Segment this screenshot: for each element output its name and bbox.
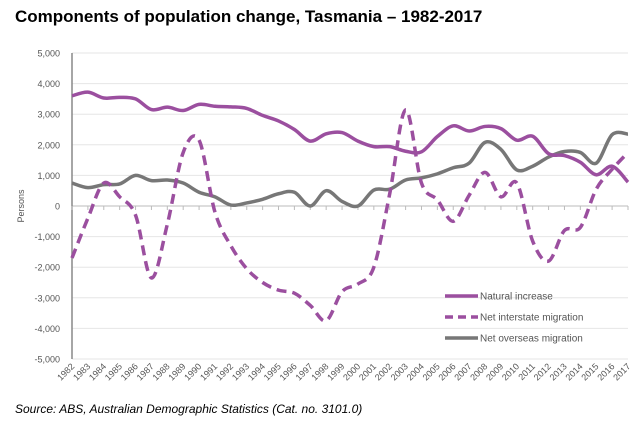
y-tick-label: 1,000 (37, 171, 60, 181)
series-line-natural-increase (71, 90, 630, 184)
legend-label: Net overseas migration (480, 334, 583, 345)
y-tick-label: 5,000 (37, 49, 60, 59)
y-tick-label: 4,000 (37, 79, 60, 89)
y-tick-label: -2,000 (34, 263, 60, 273)
series-line-net-overseas-migration (71, 130, 629, 209)
y-tick-label: 3,000 (37, 110, 60, 120)
x-tick-label: 2017 (611, 361, 632, 382)
legend-label: Net interstate migration (480, 313, 583, 324)
y-tick-label: 2,000 (37, 140, 60, 150)
y-tick-label: -1,000 (34, 232, 60, 242)
chart-source: Source: ABS, Australian Demographic Stat… (15, 402, 363, 416)
y-tick-label: -3,000 (34, 293, 60, 303)
chart-title: Components of population change, Tasmani… (15, 7, 483, 26)
y-axis-label: Persons (16, 189, 26, 223)
series-line-net-interstate-migration (70, 108, 630, 323)
y-tick-label: -4,000 (34, 324, 60, 334)
y-tick-label: -5,000 (34, 355, 60, 365)
y-tick-label: 0 (55, 202, 60, 212)
legend-label: Natural increase (480, 292, 553, 303)
